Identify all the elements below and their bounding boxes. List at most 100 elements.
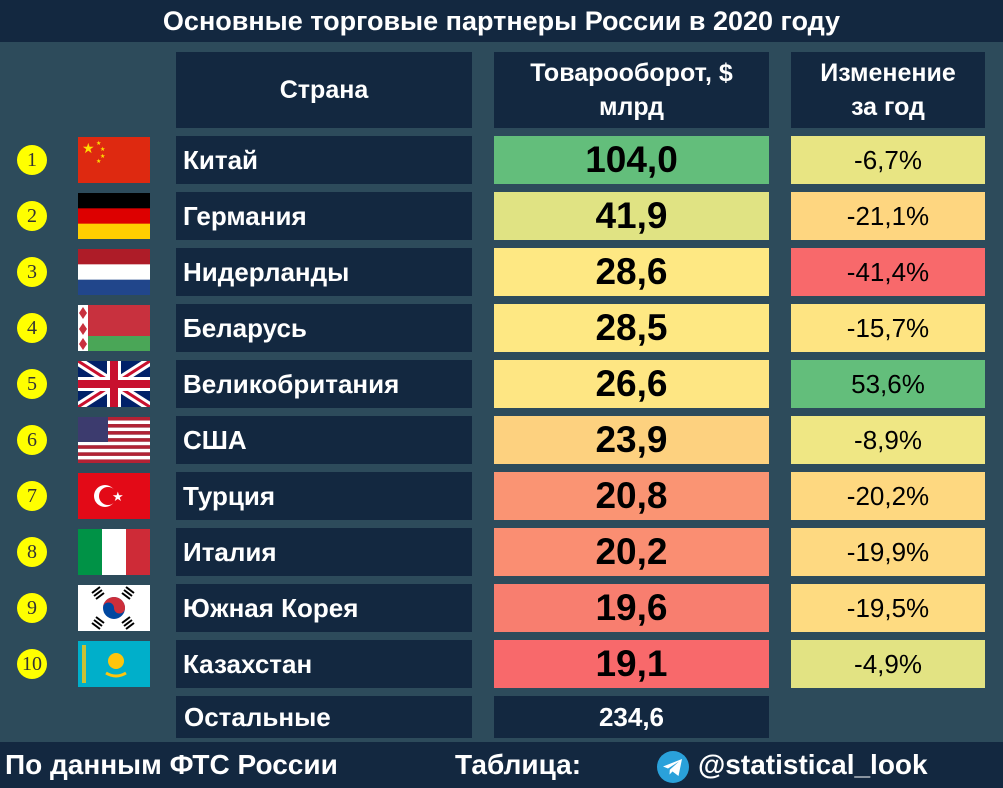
change-cell-text: -20,2% bbox=[846, 480, 930, 511]
change-cell: 53,6% bbox=[791, 360, 985, 408]
rank-badge-text: 9 bbox=[27, 596, 37, 619]
rank-badge: 10 bbox=[17, 649, 47, 679]
rank-badge-text: 6 bbox=[27, 428, 37, 451]
flag-image bbox=[78, 641, 150, 687]
flag-image bbox=[78, 249, 150, 295]
turnover-cell: 20,2 bbox=[494, 528, 769, 576]
turnover-cell-text: 28,6 bbox=[595, 251, 668, 292]
change-cell: -41,4% bbox=[791, 248, 985, 296]
country-cell-text: Турция bbox=[183, 480, 276, 511]
country-cell: Великобритания bbox=[176, 360, 472, 408]
change-cell: -4,9% bbox=[791, 640, 985, 688]
rank-badge-text: 1 bbox=[27, 148, 37, 171]
rank-badge: 9 bbox=[17, 593, 47, 623]
rank-badge-text: 3 bbox=[27, 260, 37, 283]
turnover-cell-text: 28,5 bbox=[595, 307, 668, 348]
flag-image bbox=[78, 417, 150, 463]
flag-image bbox=[78, 361, 150, 407]
country-cell: США bbox=[176, 416, 472, 464]
flag: ★ bbox=[78, 473, 150, 519]
country-cell: Германия bbox=[176, 192, 472, 240]
change-cell-text: -21,1% bbox=[846, 200, 930, 231]
other-turnover-text: 234,6 bbox=[598, 701, 665, 732]
rank-badge-text: 4 bbox=[27, 316, 37, 339]
telegram-icon bbox=[657, 751, 689, 783]
country-cell: Турция bbox=[176, 472, 472, 520]
header-cell: Товарооборот, $ млрд bbox=[494, 52, 769, 128]
turnover-cell: 104,0 bbox=[494, 136, 769, 184]
flag-image bbox=[78, 305, 150, 351]
turnover-cell-text: 19,1 bbox=[595, 643, 668, 684]
flag-image bbox=[78, 193, 150, 239]
svg-text:★: ★ bbox=[100, 153, 105, 160]
country-cell-text: Китай bbox=[183, 144, 259, 175]
rank-badge: 7 bbox=[17, 481, 47, 511]
country-cell: Китай bbox=[176, 136, 472, 184]
svg-text:★: ★ bbox=[96, 158, 101, 165]
rank-badge: 5 bbox=[17, 369, 47, 399]
country-cell-text: Германия bbox=[183, 200, 307, 231]
flag bbox=[78, 417, 150, 463]
flag-image bbox=[78, 529, 150, 575]
header-cell: Страна bbox=[176, 52, 472, 128]
turnover-cell: 19,6 bbox=[494, 584, 769, 632]
rank-badge-text: 8 bbox=[27, 540, 37, 563]
change-cell-text: -41,4% bbox=[846, 256, 930, 287]
header-text: Товарооборот, $ млрд bbox=[530, 59, 733, 121]
svg-text:★: ★ bbox=[112, 489, 124, 504]
turnover-cell-text: 23,9 bbox=[595, 419, 668, 460]
rank-badge: 4 bbox=[17, 313, 47, 343]
country-cell-text: Великобритания bbox=[183, 368, 400, 399]
svg-text:★: ★ bbox=[82, 140, 95, 156]
flag-image: ★ ★★★★ bbox=[78, 137, 150, 183]
flag: ★ ★ ★ ★ ★ bbox=[78, 137, 150, 183]
country-cell-text: Казахстан bbox=[183, 648, 313, 679]
turnover-cell-text: 41,9 bbox=[595, 195, 668, 236]
turnover-cell: 26,6 bbox=[494, 360, 769, 408]
turnover-cell-text: 19,6 bbox=[595, 587, 668, 628]
rank-badge-text: 7 bbox=[27, 484, 37, 507]
rank-badge: 8 bbox=[17, 537, 47, 567]
other-turnover: 234,6 bbox=[494, 696, 769, 738]
country-cell-text: Нидерланды bbox=[183, 256, 350, 287]
turnover-cell-text: 26,6 bbox=[595, 363, 668, 404]
footer-label: Таблица: bbox=[455, 749, 582, 780]
rank-badge-text: 2 bbox=[27, 204, 37, 227]
title-bar: Основные торговые партнеры России в 2020… bbox=[0, 0, 1003, 42]
flag bbox=[78, 361, 150, 407]
rank-badge-text: 5 bbox=[27, 372, 37, 395]
turnover-cell: 28,5 bbox=[494, 304, 769, 352]
change-cell-text: 53,6% bbox=[851, 368, 925, 399]
country-cell: Южная Корея bbox=[176, 584, 472, 632]
other-country: Остальные bbox=[176, 696, 472, 738]
turnover-cell: 19,1 bbox=[494, 640, 769, 688]
change-cell: -19,5% bbox=[791, 584, 985, 632]
header-text: Изменение за год bbox=[820, 59, 956, 121]
svg-text:★: ★ bbox=[96, 140, 101, 147]
country-cell: Италия bbox=[176, 528, 472, 576]
turnover-cell-text: 20,2 bbox=[595, 531, 668, 572]
flag bbox=[78, 249, 150, 295]
flag bbox=[78, 529, 150, 575]
footer-handle: @statistical_look bbox=[698, 749, 928, 780]
country-cell-text: Италия bbox=[183, 536, 277, 567]
change-cell-text: -8,9% bbox=[854, 424, 922, 455]
country-cell: Казахстан bbox=[176, 640, 472, 688]
flag bbox=[78, 585, 150, 631]
header-cell: Изменение за год bbox=[791, 52, 985, 128]
country-cell: Беларусь bbox=[176, 304, 472, 352]
change-cell-text: -19,9% bbox=[846, 536, 930, 567]
rank-badge: 3 bbox=[17, 257, 47, 287]
turnover-cell: 20,8 bbox=[494, 472, 769, 520]
turnover-cell: 41,9 bbox=[494, 192, 769, 240]
flag bbox=[78, 641, 150, 687]
flag bbox=[78, 305, 150, 351]
change-cell: -6,7% bbox=[791, 136, 985, 184]
rank-badge: 1 bbox=[17, 145, 47, 175]
country-cell-text: Южная Корея bbox=[183, 592, 359, 623]
change-cell: -8,9% bbox=[791, 416, 985, 464]
country-cell: Нидерланды bbox=[176, 248, 472, 296]
change-cell: -21,1% bbox=[791, 192, 985, 240]
other-country-text: Остальные bbox=[184, 701, 331, 732]
